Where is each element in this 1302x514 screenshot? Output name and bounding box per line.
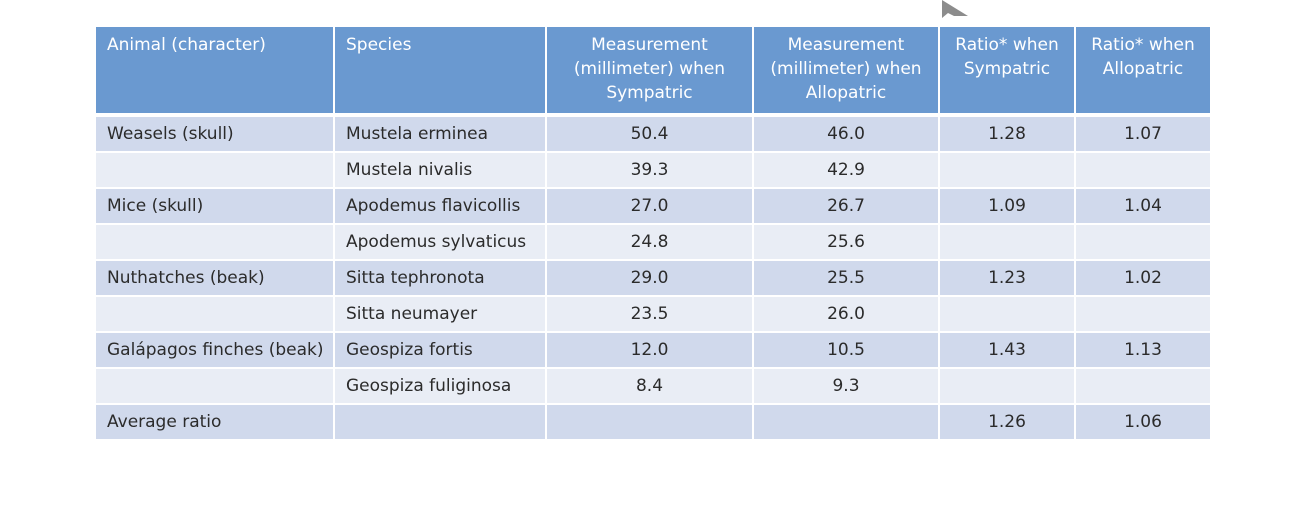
- table-row: Weasels (skull) Mustela erminea 50.4 46.…: [96, 117, 1210, 153]
- cell-animal: Average ratio: [96, 405, 335, 441]
- cell-species: Mustela erminea: [335, 117, 547, 153]
- table-row: Sitta neumayer 23.5 26.0: [96, 297, 1210, 333]
- cell-species: Mustela nivalis: [335, 153, 547, 189]
- cell-measurement-allopatric: 10.5: [754, 333, 940, 369]
- table-row: Geospiza fuliginosa 8.4 9.3: [96, 369, 1210, 405]
- cell-ratio-allopatric: [1076, 225, 1210, 261]
- cell-species: Geospiza fuliginosa: [335, 369, 547, 405]
- cell-measurement-sympatric: 24.8: [547, 225, 754, 261]
- cell-measurement-allopatric: 25.5: [754, 261, 940, 297]
- cell-measurement-sympatric: 12.0: [547, 333, 754, 369]
- cell-measurement-sympatric: 39.3: [547, 153, 754, 189]
- cell-ratio-sympatric: 1.23: [940, 261, 1076, 297]
- cell-measurement-allopatric: 9.3: [754, 369, 940, 405]
- mouse-pointer-icon: [942, 0, 968, 18]
- cell-ratio-sympatric: 1.09: [940, 189, 1076, 225]
- cell-ratio-sympatric: [940, 153, 1076, 189]
- cell-measurement-sympatric: 27.0: [547, 189, 754, 225]
- cell-ratio-sympatric: [940, 369, 1076, 405]
- table-row: Mice (skull) Apodemus flavicollis 27.0 2…: [96, 189, 1210, 225]
- cell-animal: Galápagos finches (beak): [96, 333, 335, 369]
- cell-measurement-sympatric: 23.5: [547, 297, 754, 333]
- table-row-average: Average ratio 1.26 1.06: [96, 405, 1210, 441]
- cell-measurement-allopatric: 42.9: [754, 153, 940, 189]
- cell-ratio-allopatric: 1.04: [1076, 189, 1210, 225]
- cell-measurement-allopatric: 25.6: [754, 225, 940, 261]
- cell-measurement-allopatric: 26.0: [754, 297, 940, 333]
- cell-species: Sitta neumayer: [335, 297, 547, 333]
- cell-species: [335, 405, 547, 441]
- cell-measurement-sympatric: 8.4: [547, 369, 754, 405]
- cell-ratio-sympatric: 1.26: [940, 405, 1076, 441]
- cell-ratio-sympatric: 1.43: [940, 333, 1076, 369]
- table-row: Nuthatches (beak) Sitta tephronota 29.0 …: [96, 261, 1210, 297]
- cell-ratio-allopatric: [1076, 297, 1210, 333]
- cell-ratio-sympatric: 1.28: [940, 117, 1076, 153]
- header-measurement-sympatric: Measurement (millimeter) when Sympatric: [547, 27, 754, 117]
- header-animal: Animal (character): [96, 27, 335, 117]
- header-row: Animal (character) Species Measurement (…: [96, 27, 1210, 117]
- species-measurement-table: Animal (character) Species Measurement (…: [96, 27, 1210, 441]
- header-measurement-allopatric: Measurement (millimeter) when Allopatric: [754, 27, 940, 117]
- cell-measurement-allopatric: 26.7: [754, 189, 940, 225]
- cell-species: Apodemus flavicollis: [335, 189, 547, 225]
- cell-measurement-sympatric: [547, 405, 754, 441]
- cell-animal: [96, 153, 335, 189]
- cell-species: Sitta tephronota: [335, 261, 547, 297]
- cell-ratio-allopatric: 1.07: [1076, 117, 1210, 153]
- cell-animal: Nuthatches (beak): [96, 261, 335, 297]
- cell-species: Geospiza fortis: [335, 333, 547, 369]
- cell-species: Apodemus sylvaticus: [335, 225, 547, 261]
- table-row: Galápagos finches (beak) Geospiza fortis…: [96, 333, 1210, 369]
- cell-measurement-allopatric: [754, 405, 940, 441]
- cell-ratio-allopatric: [1076, 369, 1210, 405]
- cell-animal: [96, 225, 335, 261]
- table-row: Mustela nivalis 39.3 42.9: [96, 153, 1210, 189]
- cell-animal: [96, 297, 335, 333]
- header-ratio-sympatric: Ratio* when Sympatric: [940, 27, 1076, 117]
- cell-ratio-allopatric: [1076, 153, 1210, 189]
- cell-measurement-sympatric: 29.0: [547, 261, 754, 297]
- cell-animal: Mice (skull): [96, 189, 335, 225]
- table-row: Apodemus sylvaticus 24.8 25.6: [96, 225, 1210, 261]
- cell-ratio-allopatric: 1.02: [1076, 261, 1210, 297]
- cell-measurement-sympatric: 50.4: [547, 117, 754, 153]
- cell-ratio-allopatric: 1.13: [1076, 333, 1210, 369]
- cell-ratio-sympatric: [940, 225, 1076, 261]
- cell-animal: Weasels (skull): [96, 117, 335, 153]
- cell-ratio-allopatric: 1.06: [1076, 405, 1210, 441]
- header-ratio-allopatric: Ratio* when Allopatric: [1076, 27, 1210, 117]
- cell-animal: [96, 369, 335, 405]
- header-species: Species: [335, 27, 547, 117]
- cell-ratio-sympatric: [940, 297, 1076, 333]
- cell-measurement-allopatric: 46.0: [754, 117, 940, 153]
